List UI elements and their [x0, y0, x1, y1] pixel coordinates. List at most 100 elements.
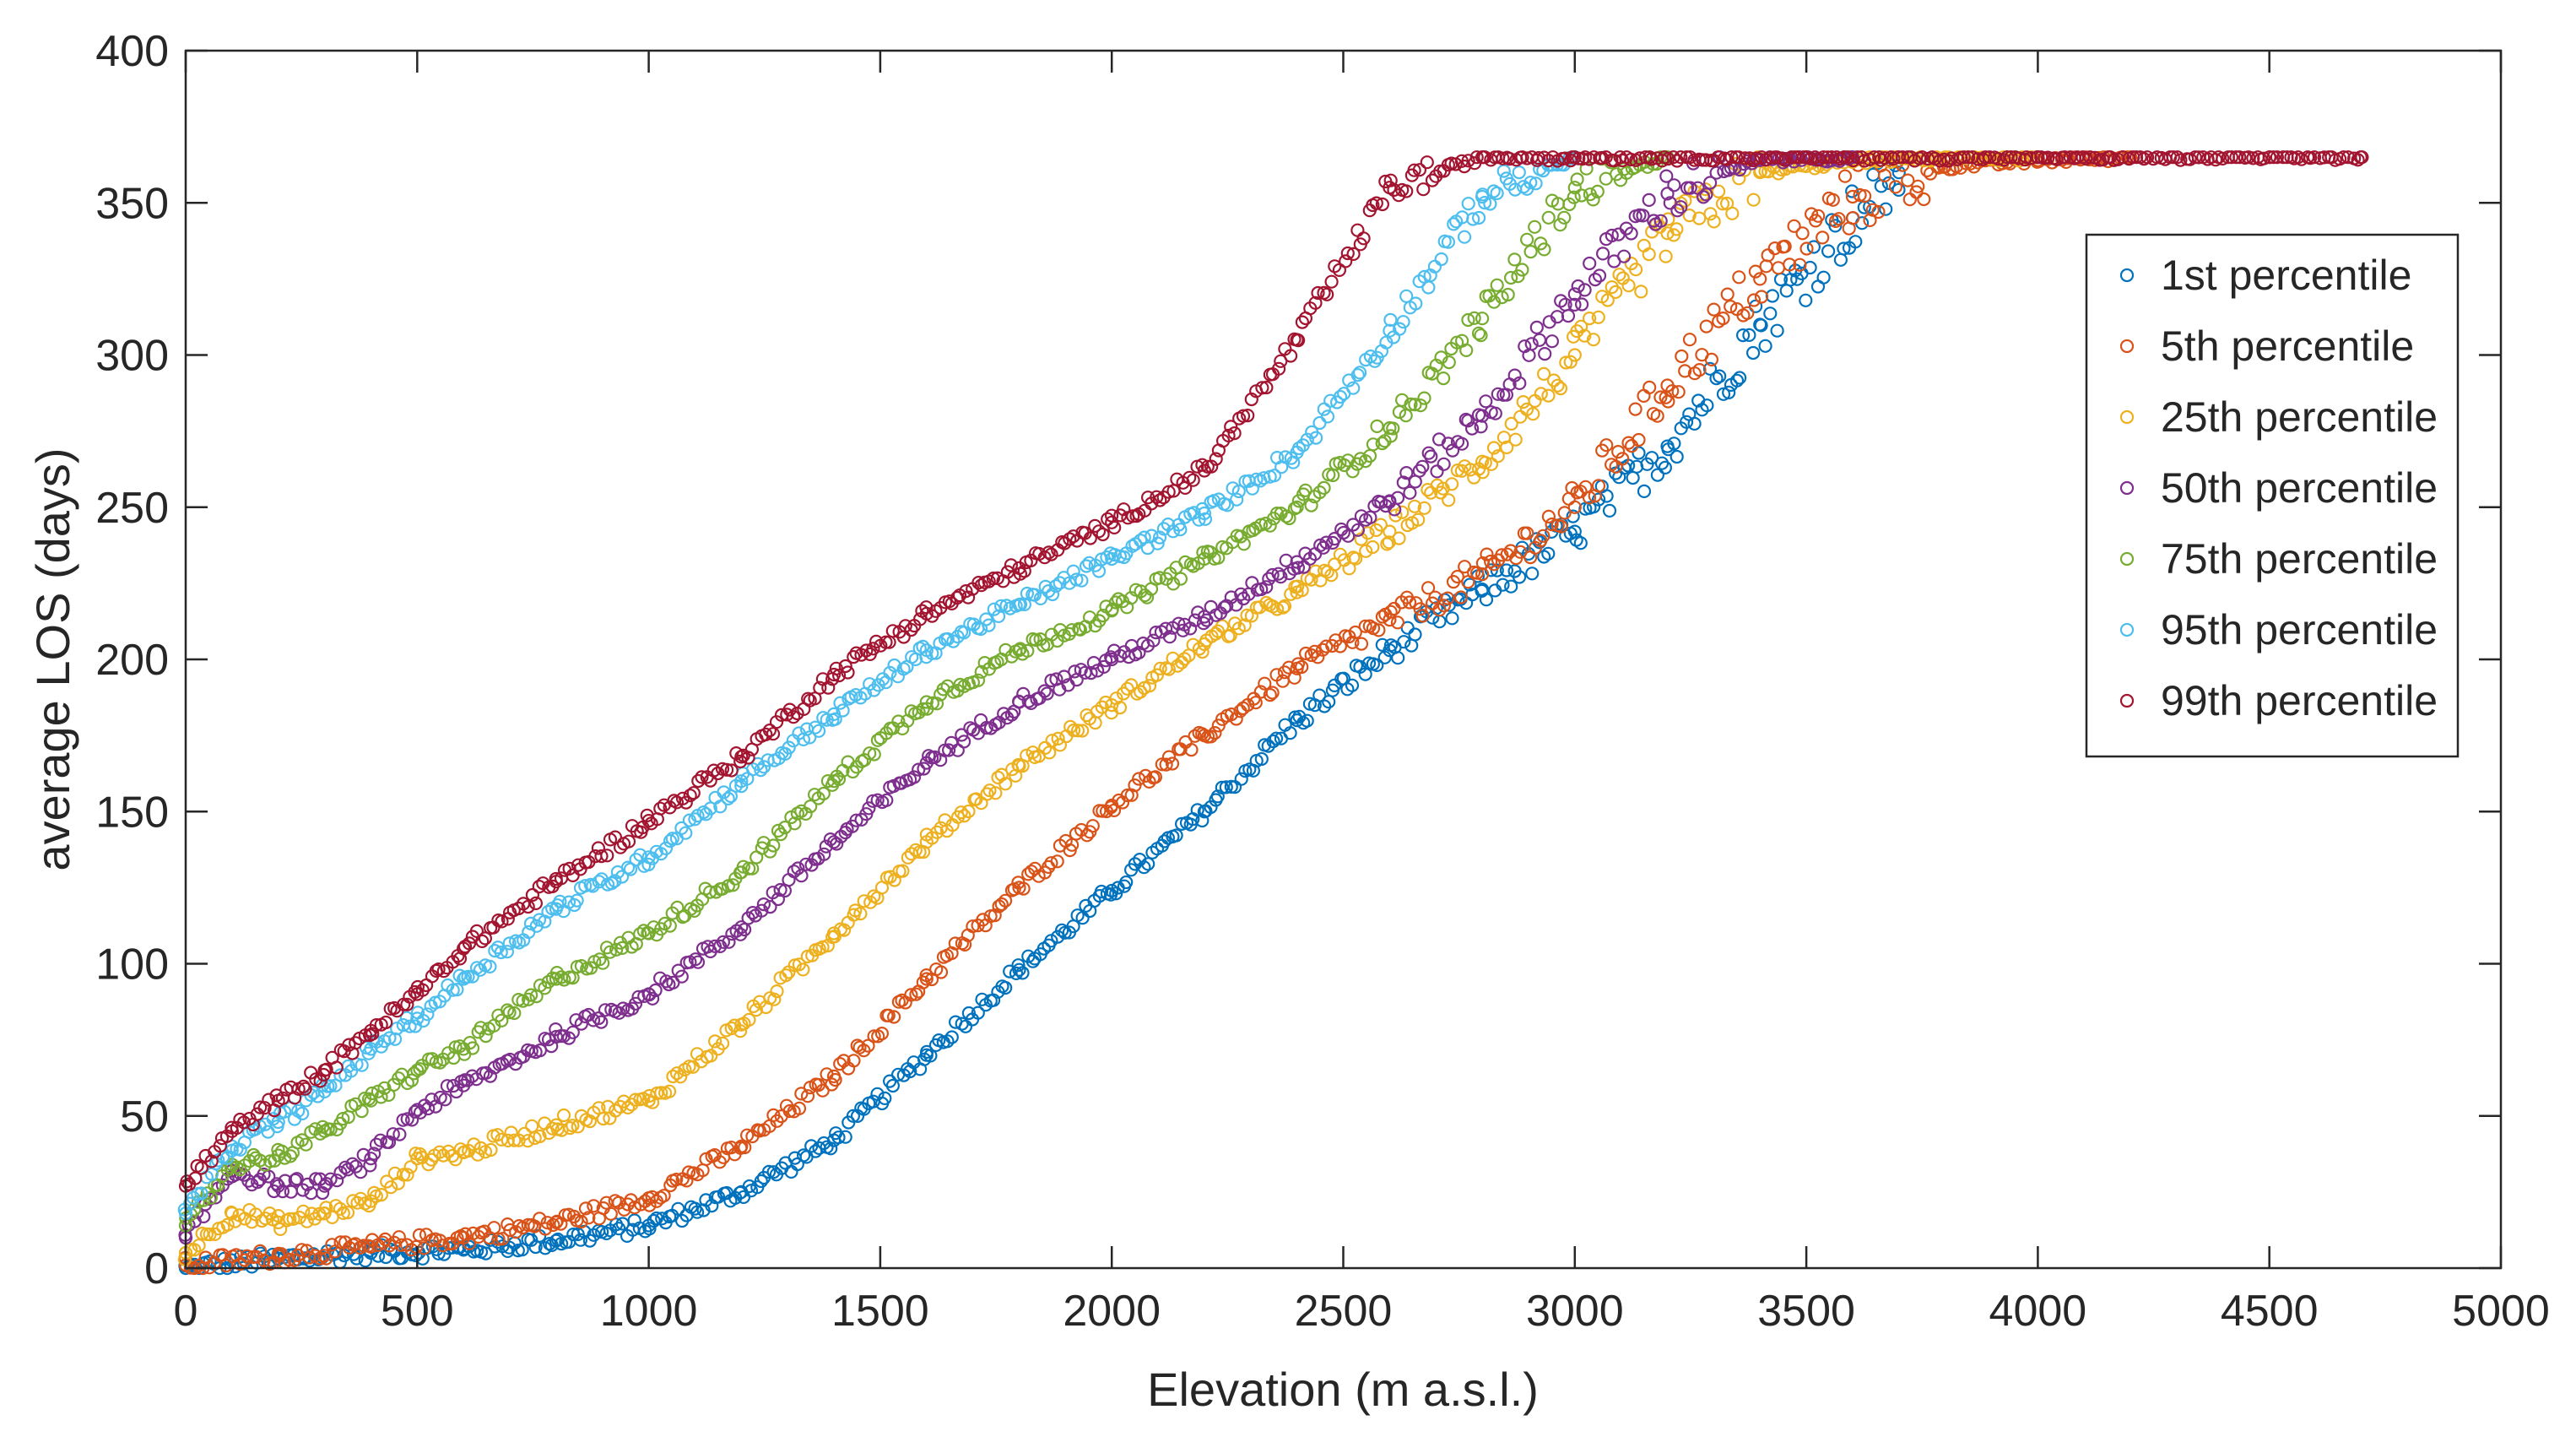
scatter-point [1345, 635, 1360, 649]
scatter-point [1075, 911, 1090, 925]
scatter-point [847, 1054, 861, 1068]
scatter-point [1991, 152, 2005, 166]
scatter-point [1692, 363, 1707, 377]
scatter-point [1094, 884, 1109, 899]
scatter-point [1534, 387, 1548, 401]
legend-marker [2119, 339, 2135, 354]
data-point [364, 1023, 378, 1038]
scatter-point [1340, 453, 1356, 468]
scatter-point [608, 874, 622, 888]
scatter-point [1461, 312, 1475, 328]
scatter-point [592, 875, 606, 889]
scatter-point [483, 959, 497, 974]
scatter-point [298, 1082, 312, 1096]
data-point [457, 1230, 471, 1245]
scatter-point [733, 1024, 748, 1038]
scatter-point [1223, 628, 1237, 642]
scatter-point [1826, 192, 1840, 207]
scatter-point [1642, 150, 1657, 165]
y-tick-label: 350 [95, 179, 169, 228]
scatter-point [1763, 306, 1778, 321]
scatter-point [2216, 151, 2230, 165]
scatter-point [1541, 210, 1556, 225]
data-point [734, 774, 749, 789]
scatter-point [1345, 464, 1360, 479]
scatter-point [1848, 235, 1863, 249]
axis-ticks: 0 500 1000 1500 2000 2500 3000 3500 4000 4500 5000… [95, 27, 2550, 1336]
scatter-point [596, 956, 610, 970]
scatter-point [1155, 757, 1169, 772]
scatter-point [1345, 678, 1360, 692]
scatter-point [1554, 519, 1568, 534]
scatter-point [1867, 150, 1881, 165]
scatter-point [1150, 536, 1165, 550]
data-point [1383, 524, 1397, 539]
scatter-point [1474, 420, 1488, 434]
scatter-point [2140, 150, 2155, 165]
scatter-point [794, 869, 809, 883]
data-point [1845, 189, 1860, 204]
scatter-point [338, 1160, 353, 1174]
scatter-point [1412, 163, 1427, 177]
scatter-point [1153, 661, 1167, 675]
scatter-point [1183, 557, 1199, 572]
data-point [919, 643, 934, 658]
data-point [225, 1206, 239, 1221]
scatter-point [598, 1003, 613, 1017]
scatter-point [438, 1092, 452, 1107]
scatter-point [1871, 204, 1886, 220]
data-point [1012, 561, 1026, 576]
scatter-point [1430, 464, 1444, 479]
data-point [549, 972, 564, 986]
scatter-point [1642, 380, 1657, 394]
scatter-point [1413, 602, 1427, 616]
data-point [364, 1042, 378, 1056]
data-point [641, 813, 656, 828]
scatter-point [1915, 150, 1929, 165]
data-point [1290, 713, 1304, 728]
scatter-point [187, 1243, 202, 1257]
scatter-point [987, 602, 1001, 616]
scatter-point [436, 1239, 450, 1253]
scatter-point [545, 1121, 560, 1136]
scatter-point [1471, 210, 1486, 225]
scatter-point [373, 1133, 387, 1147]
scatter-point [1553, 218, 1567, 232]
scatter-point [403, 1019, 417, 1033]
scatter-point [1636, 209, 1650, 223]
data-point [457, 972, 471, 986]
scatter-point [1653, 390, 1668, 404]
scatter-point [336, 1206, 350, 1221]
data-point [410, 1103, 425, 1117]
scatter-point [354, 1165, 368, 1179]
scatter-point [813, 680, 827, 695]
x-tick-label: 2500 [1295, 1287, 1393, 1336]
data-point [317, 1206, 332, 1221]
scatter-point [1142, 679, 1157, 693]
scatter-point [495, 1232, 510, 1246]
scatter-point [1592, 268, 1607, 283]
scatter-point [1732, 270, 1746, 285]
scatter-point [665, 832, 679, 846]
scatter-point [495, 914, 509, 929]
scatter-point [1424, 449, 1438, 464]
scatter-point [1628, 402, 1642, 416]
data-point [364, 1152, 378, 1166]
legend[interactable]: 1st percentile 5th percentile 25th percent… [2085, 233, 2460, 758]
scatter-point [1363, 510, 1377, 525]
scatter-point [711, 766, 725, 781]
scatter-point [749, 1003, 764, 1017]
scatter-point [633, 927, 647, 941]
scatter-point [1642, 247, 1656, 262]
scatter-point [1237, 537, 1251, 551]
scatter-point [1161, 750, 1177, 764]
scatter-point [627, 1201, 642, 1215]
data-point [364, 1239, 378, 1254]
scatter-point [1909, 185, 1924, 199]
scatter-point [690, 1205, 705, 1219]
scatter-point [1725, 206, 1740, 220]
scatter-point [603, 1206, 618, 1221]
data-point [1567, 287, 1582, 301]
data-point [1197, 506, 1212, 521]
scatter-point [1574, 319, 1588, 333]
